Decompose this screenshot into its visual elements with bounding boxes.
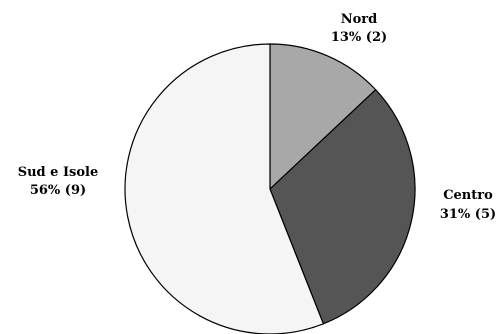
pie-slice-centro bbox=[269, 88, 416, 325]
slice-label-centro: Centro 31% (5) bbox=[440, 188, 496, 222]
slice-label-nord: Nord 13% (2) bbox=[331, 12, 387, 45]
slice-label-centro-value: 31% (5) bbox=[440, 207, 496, 222]
pie-slice-sud-e-isole bbox=[124, 43, 325, 334]
slice-label-nord-value: 13% (2) bbox=[331, 30, 387, 45]
pie-slices bbox=[124, 43, 416, 334]
slice-label-nord-name: Nord bbox=[341, 12, 378, 27]
slice-label-sud-e-isole: Sud e Isole 56% (9) bbox=[18, 165, 99, 198]
slice-label-sud-value: 56% (9) bbox=[30, 183, 86, 198]
pie-slice-nord bbox=[269, 43, 377, 191]
slice-label-sud-name: Sud e Isole bbox=[18, 165, 99, 180]
slice-label-centro-name: Centro bbox=[443, 188, 493, 203]
